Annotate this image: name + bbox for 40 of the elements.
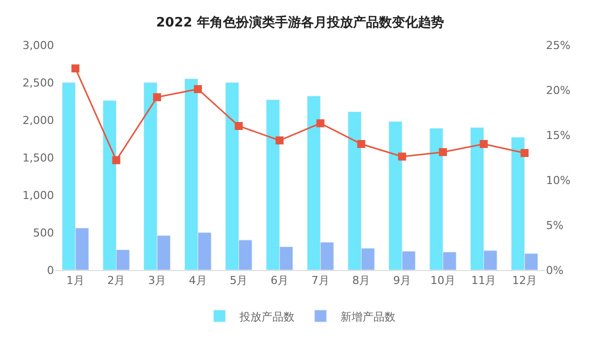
- legend-label: 新增产品数: [340, 310, 396, 324]
- x-tick-label: 11月: [471, 274, 496, 288]
- y-tick-label: 0: [47, 264, 54, 277]
- point: [153, 93, 162, 102]
- point: [276, 136, 284, 144]
- point: [71, 64, 80, 72]
- y-tick-label: 1,500: [22, 151, 54, 164]
- y-tick-label: 2,000: [22, 114, 54, 127]
- point: [316, 119, 324, 128]
- chart-title: 2022 年角色扮演类手游各月投放产品数变化趋势: [156, 14, 444, 30]
- point: [194, 85, 202, 94]
- point: [112, 156, 120, 164]
- x-tick-label: 4月: [188, 274, 207, 288]
- y2-tick-label: 10%: [546, 174, 570, 187]
- x-tick-label: 8月: [352, 274, 370, 288]
- point: [480, 140, 488, 148]
- x-tick-label: 9月: [393, 274, 412, 288]
- point: [357, 140, 366, 148]
- x-tick-label: 1月: [66, 274, 84, 288]
- x-tick-label: 12月: [512, 274, 538, 288]
- x-tick-label: 2月: [107, 274, 126, 288]
- x-tick-label: 5月: [230, 274, 248, 288]
- point: [520, 149, 529, 157]
- y2-tick-label: 5%: [546, 218, 564, 232]
- y2-tick-label: 0%: [546, 264, 564, 277]
- point: [438, 148, 447, 156]
- x-tick-label: 6月: [270, 274, 289, 288]
- x-tick-label: 3月: [148, 274, 166, 288]
- y2-tick-label: 25%: [546, 38, 570, 52]
- y-tick-label: 1,000: [22, 188, 54, 202]
- y2-tick-label: 15%: [546, 128, 570, 142]
- y-tick-label: 500: [33, 226, 54, 240]
- y2-tick-label: 20%: [546, 84, 570, 97]
- x-tick-label: 7月: [311, 274, 330, 288]
- point: [234, 122, 243, 130]
- legend-label: 投放产品数: [238, 310, 294, 324]
- point: [398, 152, 406, 161]
- x-tick-label: 10月: [430, 274, 456, 288]
- y-tick-label: 2,500: [22, 76, 54, 90]
- y-tick-label: 3,000: [22, 38, 54, 52]
